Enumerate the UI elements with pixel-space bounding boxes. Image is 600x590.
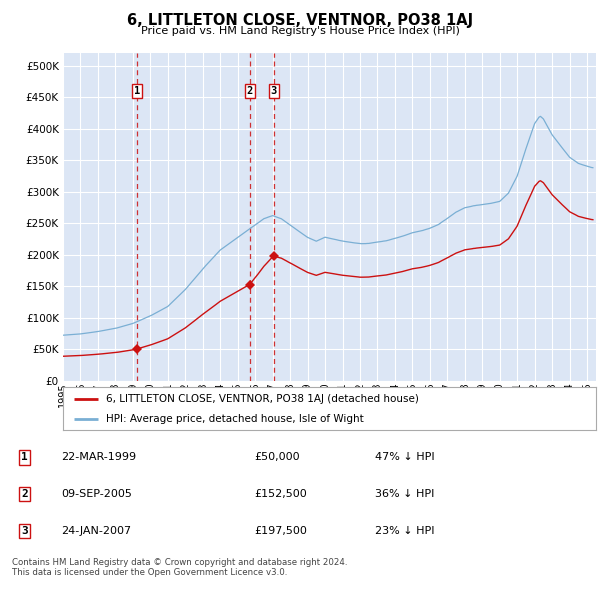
Text: 2: 2 (247, 86, 253, 96)
Text: £197,500: £197,500 (254, 526, 307, 536)
Text: 3: 3 (21, 526, 28, 536)
Text: HPI: Average price, detached house, Isle of Wight: HPI: Average price, detached house, Isle… (106, 414, 364, 424)
Text: 09-SEP-2005: 09-SEP-2005 (61, 489, 132, 499)
Text: £152,500: £152,500 (254, 489, 307, 499)
Text: 1: 1 (134, 86, 140, 96)
Text: 3: 3 (271, 86, 277, 96)
Text: 1: 1 (21, 453, 28, 463)
Text: 22-MAR-1999: 22-MAR-1999 (61, 453, 136, 463)
Text: This data is licensed under the Open Government Licence v3.0.: This data is licensed under the Open Gov… (12, 568, 287, 576)
Text: 47% ↓ HPI: 47% ↓ HPI (375, 453, 434, 463)
Text: £50,000: £50,000 (254, 453, 299, 463)
Text: 24-JAN-2007: 24-JAN-2007 (61, 526, 131, 536)
Text: 23% ↓ HPI: 23% ↓ HPI (375, 526, 434, 536)
Text: Contains HM Land Registry data © Crown copyright and database right 2024.: Contains HM Land Registry data © Crown c… (12, 558, 347, 566)
Text: 6, LITTLETON CLOSE, VENTNOR, PO38 1AJ: 6, LITTLETON CLOSE, VENTNOR, PO38 1AJ (127, 13, 473, 28)
Text: 2: 2 (21, 489, 28, 499)
Text: 6, LITTLETON CLOSE, VENTNOR, PO38 1AJ (detached house): 6, LITTLETON CLOSE, VENTNOR, PO38 1AJ (d… (106, 394, 418, 404)
Text: Price paid vs. HM Land Registry's House Price Index (HPI): Price paid vs. HM Land Registry's House … (140, 26, 460, 36)
Text: 36% ↓ HPI: 36% ↓ HPI (375, 489, 434, 499)
